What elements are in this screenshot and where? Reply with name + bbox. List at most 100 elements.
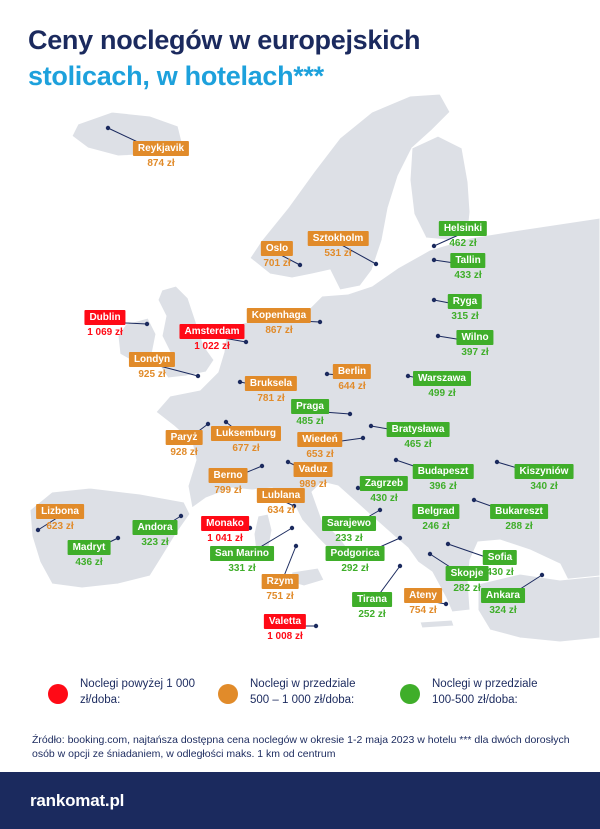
city-price: 331 zł — [228, 563, 256, 574]
legend: Noclegi powyżej 1 000 zł/doba: Noclegi w… — [0, 676, 600, 716]
city-label-podgorica: Podgorica 292 zł — [325, 543, 385, 575]
city-price: 465 zł — [404, 439, 432, 450]
city-label-andora: Andora 323 zł — [132, 517, 178, 549]
city-name: Berno — [208, 468, 248, 483]
city-name: Londyn — [128, 352, 176, 367]
source-note: Źródło: booking.com, najtańsza dostępna … — [32, 734, 570, 760]
city-name: Monako — [201, 516, 249, 531]
city-price: 323 zł — [141, 537, 169, 548]
city-name: Sztokholm — [307, 231, 369, 246]
legend-swatch-red — [48, 684, 68, 704]
city-dot-lublana — [291, 503, 297, 509]
city-price: 623 zł — [46, 521, 74, 532]
city-dot-lizbona — [35, 527, 41, 533]
city-dot-bukareszt — [471, 497, 477, 503]
city-name: Valetta — [263, 614, 307, 629]
city-price: 485 zł — [296, 416, 324, 427]
city-price: 1 008 zł — [267, 631, 303, 642]
city-label-oslo: Oslo 701 zł — [260, 238, 294, 270]
city-price: 430 zł — [486, 567, 514, 578]
city-label-zagrzeb: Zagrzeb 430 zł — [359, 473, 409, 505]
city-price: 781 zł — [257, 393, 285, 404]
legend-text-red: Noclegi powyżej 1 000 zł/doba: — [80, 678, 196, 706]
city-label-bruksela: Bruksela 781 zł — [244, 373, 298, 405]
city-label-ankara: Ankara 324 zł — [481, 585, 525, 617]
page-title: Ceny noclegów w europejskich stolicach, … — [28, 22, 421, 94]
city-dot-amsterdam — [243, 339, 249, 345]
city-label-sofia: Sofia 430 zł — [482, 547, 518, 579]
city-dot-san-marino — [289, 525, 295, 531]
city-dot-bratyslawa — [368, 423, 374, 429]
city-label-berlin: Berlin 644 zł — [332, 361, 372, 393]
city-label-helsinki: Helsinki 462 zł — [438, 218, 488, 250]
city-name: Lublana — [256, 488, 306, 503]
city-price: 315 zł — [451, 311, 479, 322]
city-name: Luksemburg — [210, 426, 282, 441]
city-name: Zagrzeb — [359, 476, 409, 491]
city-name: Wilno — [456, 330, 494, 345]
city-price: 989 zł — [299, 479, 327, 490]
city-price: 433 zł — [454, 270, 482, 281]
city-label-ateny: Ateny 754 zł — [404, 585, 442, 617]
city-dot-kopenhaga — [317, 319, 323, 325]
city-dot-warszawa — [405, 373, 411, 379]
city-dot-tirana — [397, 563, 403, 569]
city-price: 799 zł — [214, 485, 242, 496]
city-price: 751 zł — [266, 591, 294, 602]
city-label-kopenhaga: Kopenhaga 867 zł — [246, 305, 312, 337]
city-name: Tallin — [450, 253, 486, 268]
city-name: Bruksela — [244, 376, 298, 391]
city-label-amsterdam: Amsterdam 1 022 zł — [179, 321, 245, 353]
city-name: Helsinki — [438, 221, 488, 236]
footer: rankomat.pl — [0, 772, 600, 829]
city-name: Vaduz — [293, 462, 333, 477]
city-price: 634 zł — [267, 505, 295, 516]
city-dot-paryz — [205, 421, 211, 427]
city-price: 928 zł — [170, 447, 198, 458]
city-dot-sztokholm — [373, 261, 379, 267]
city-label-dublin: Dublin 1 069 zł — [84, 307, 126, 339]
city-name: Rzym — [261, 574, 299, 589]
city-label-tallin: Tallin 433 zł — [450, 250, 486, 282]
city-label-vaduz: Vaduz 989 zł — [293, 459, 333, 491]
city-label-skopje: Skopje 282 zł — [445, 563, 489, 595]
europe-map — [29, 93, 600, 643]
city-label-ryga: Ryga 315 zł — [447, 291, 483, 323]
city-label-bukareszt: Bukareszt 288 zł — [490, 501, 548, 533]
city-label-luksemburg: Luksemburg 677 zł — [210, 423, 282, 455]
city-price: 925 zł — [138, 369, 166, 380]
city-price: 874 zł — [147, 158, 175, 169]
city-dot-rzym — [293, 543, 299, 549]
city-price: 462 zł — [449, 238, 477, 249]
city-price: 1 022 zł — [194, 341, 230, 352]
city-dot-ryga — [431, 297, 437, 303]
city-name: Belgrad — [412, 504, 460, 519]
city-name: Bratysława — [386, 422, 450, 437]
city-name: Praga — [291, 399, 329, 414]
city-dot-londyn — [195, 373, 201, 379]
city-price: 246 zł — [422, 521, 450, 532]
city-price: 397 zł — [461, 347, 489, 358]
city-price: 340 zł — [530, 481, 558, 492]
city-label-valetta: Valetta 1 008 zł — [263, 611, 307, 643]
city-dot-tallin — [431, 257, 437, 263]
city-label-sarajewo: Sarajewo 233 zł — [322, 513, 376, 545]
title-line-1: Ceny noclegów w europejskich — [28, 25, 421, 55]
city-name: Amsterdam — [179, 324, 245, 339]
legend-text-orange: Noclegi w przedziale 500 – 1 000 zł/doba… — [250, 678, 356, 706]
city-name: Berlin — [332, 364, 372, 379]
city-dot-wieden — [360, 435, 366, 441]
city-name: Ateny — [404, 588, 442, 603]
city-name: Warszawa — [413, 371, 471, 386]
city-dot-sarajewo — [377, 507, 383, 513]
city-name: Sarajewo — [322, 516, 376, 531]
city-name: Lizbona — [36, 504, 84, 519]
city-label-londyn: Londyn 925 zł — [128, 349, 176, 381]
city-dot-helsinki — [431, 243, 437, 249]
city-dot-reykjavik — [105, 125, 111, 131]
city-price: 288 zł — [505, 521, 533, 532]
city-name: Bukareszt — [490, 504, 548, 519]
city-dot-sofia — [445, 541, 451, 547]
city-price: 324 zł — [489, 605, 517, 616]
city-dot-valetta — [313, 623, 319, 629]
